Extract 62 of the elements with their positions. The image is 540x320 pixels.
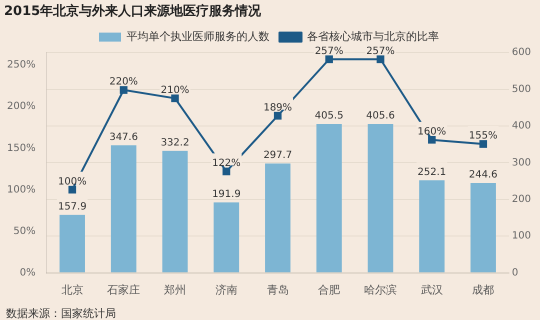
point	[325, 55, 333, 64]
y2-tick-label: 600	[512, 47, 532, 58]
data-label: 332.2	[160, 137, 190, 148]
x-tick-label: 武汉	[420, 283, 443, 296]
data-label: 210%	[160, 84, 190, 96]
point	[171, 94, 179, 102]
y-tick-label: 50%	[13, 226, 36, 237]
y-tick-label: 100%	[6, 184, 36, 196]
x-tick-label: 郑州	[164, 283, 186, 296]
bar	[265, 164, 290, 272]
data-label: 244.6	[468, 170, 498, 181]
point	[120, 86, 128, 94]
legend-label: 平均单个执业医师服务的人数	[126, 30, 270, 43]
data-label: 122%	[212, 158, 241, 170]
y2-tick-label: 100	[512, 230, 532, 242]
data-label: 405.6	[366, 110, 395, 122]
data-label: 257%	[366, 46, 395, 57]
y2-tick-label: 500	[512, 84, 532, 95]
y-tick-label: 150%	[6, 142, 36, 154]
y2-tick-label: 0	[512, 267, 518, 278]
bar	[419, 180, 445, 272]
point	[376, 55, 384, 64]
x-tick-label: 青岛	[266, 283, 289, 296]
data-label: 220%	[109, 76, 138, 88]
x-tick-label: 成都	[472, 283, 494, 296]
data-label: 100%	[58, 176, 87, 188]
point	[222, 168, 230, 176]
point	[428, 136, 436, 144]
y2-tick-label: 200	[512, 194, 532, 205]
data-label: 189%	[263, 102, 292, 114]
bar	[316, 124, 342, 272]
data-label: 405.5	[314, 110, 344, 122]
bar	[60, 214, 85, 272]
point	[68, 186, 76, 194]
data-label: 347.6	[109, 132, 138, 143]
data-label: 252.1	[418, 166, 446, 178]
x-tick-label: 北京	[61, 283, 84, 296]
y-tick-label: 200%	[6, 101, 36, 112]
y2-tick-label: 400	[512, 120, 532, 132]
x-tick-label: 合肥	[318, 283, 340, 296]
bar	[368, 124, 394, 272]
bar	[162, 150, 188, 272]
point	[274, 112, 282, 120]
bar	[214, 202, 240, 272]
data-label: 160%	[418, 126, 446, 138]
bar	[110, 145, 136, 272]
data-label: 257%	[314, 46, 344, 57]
chart-title: 2015年北京与外来人口来源地医疗服务情况	[4, 3, 262, 20]
data-label: 191.9	[212, 188, 241, 200]
y-tick-label: 0%	[20, 267, 36, 278]
data-label: 155%	[468, 130, 498, 142]
bar	[470, 183, 496, 272]
point	[479, 140, 488, 148]
legend-label: 各省核心城市与北京的比率	[307, 30, 439, 43]
x-tick-label: 济南	[215, 283, 238, 296]
y2-tick-label: 300	[512, 157, 532, 168]
source-note: 数据来源：国家统计局	[6, 306, 116, 320]
y-tick-label: 250%	[6, 60, 36, 71]
x-tick-label: 石家庄	[107, 283, 140, 296]
x-tick-label: 哈尔滨	[364, 283, 397, 296]
data-label: 157.9	[58, 201, 87, 212]
data-label: 297.7	[263, 150, 292, 162]
